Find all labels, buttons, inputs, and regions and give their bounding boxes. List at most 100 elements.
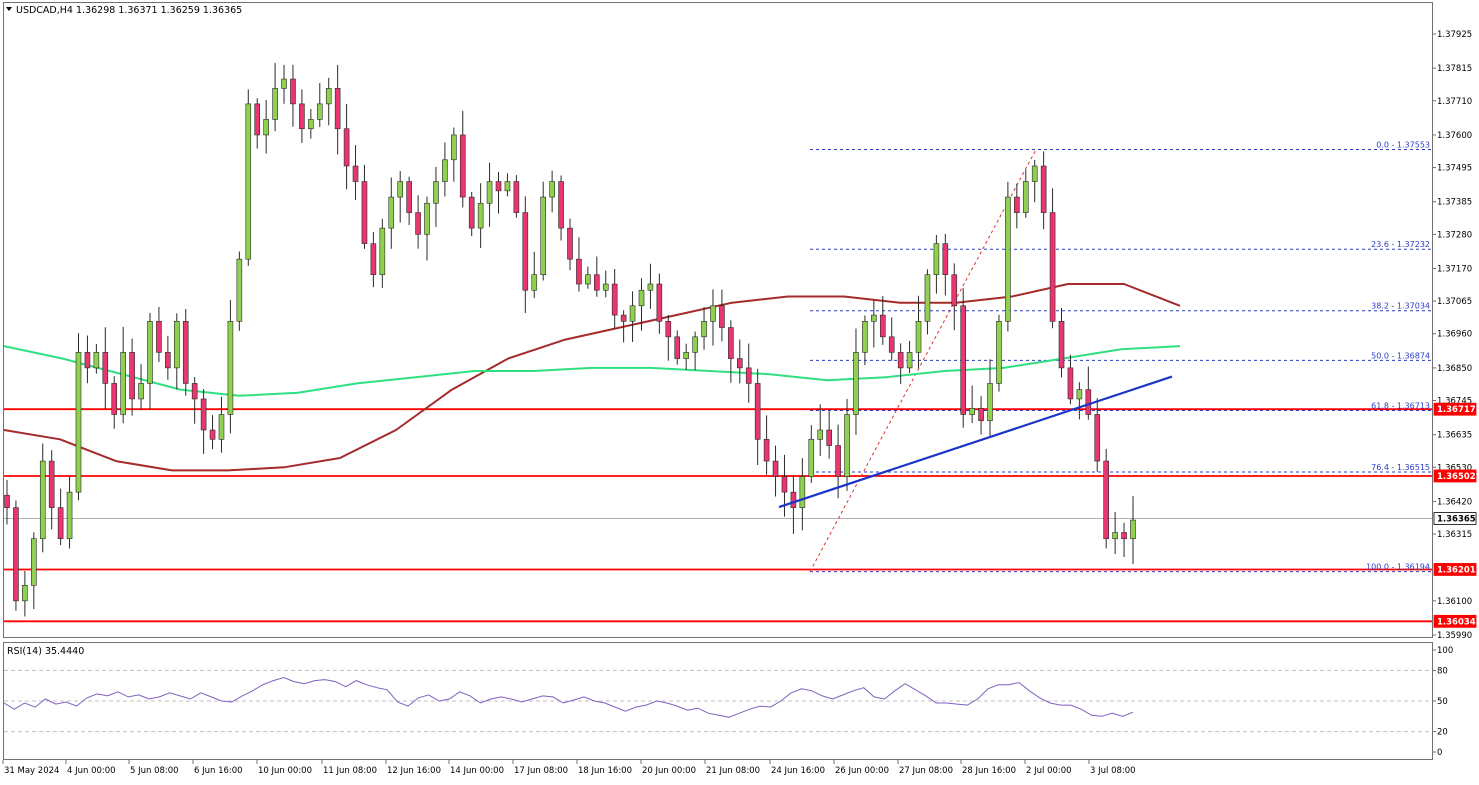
bearish-candle	[1085, 389, 1092, 415]
fib-level-label: 100.0 - 1.36194	[1366, 563, 1430, 572]
price-tick-label: 1.36635	[1437, 431, 1472, 441]
price-markers: 1.36717 1.36502 1.36365 1.36201 1.36034	[1433, 402, 1477, 628]
moving-averages	[3, 283, 1181, 472]
bullish-candle	[987, 383, 993, 421]
bearish-candle	[879, 314, 886, 338]
time-tick-label: 18 Jun 16:00	[578, 766, 632, 776]
bearish-candle	[415, 212, 421, 235]
bearish-candle	[290, 78, 296, 105]
time-tick-label: 3 Jul 08:00	[1090, 766, 1136, 776]
bullish-trendline[interactable]	[778, 375, 1173, 509]
bearish-candle	[1040, 165, 1047, 213]
level-price-marker	[1433, 402, 1477, 416]
price-tick-label: 1.37815	[1437, 64, 1472, 74]
rsi-tick-label: 100	[1437, 646, 1453, 656]
bullish-candle	[1005, 196, 1011, 322]
bullish-candle	[862, 320, 868, 353]
bullish-candle	[933, 243, 940, 276]
bullish-candle	[433, 181, 439, 204]
bearish-candle	[57, 507, 64, 540]
price-tick-label: 1.36530	[1437, 463, 1472, 473]
bearish-candle	[182, 320, 189, 384]
bullish-candle	[531, 274, 538, 291]
time-tick-label: 27 Jun 08:00	[899, 766, 953, 776]
time-tick-label: 31 May 2024	[4, 766, 59, 776]
trendline[interactable]	[778, 375, 1173, 509]
bearish-candle	[576, 258, 582, 285]
bullish-candle	[316, 103, 323, 120]
time-tick-label: 12 Jun 16:00	[387, 766, 441, 776]
bullish-candle	[325, 88, 332, 105]
price-tick-label: 1.36850	[1437, 364, 1472, 374]
bearish-candle	[352, 165, 359, 182]
price-tick-label: 1.36315	[1437, 530, 1472, 540]
bearish-candle	[459, 134, 466, 198]
time-tick-label: 11 Jun 08:00	[323, 766, 377, 776]
price-tick-label: 1.37280	[1437, 230, 1472, 240]
bullish-candle	[799, 476, 806, 508]
bullish-candle	[388, 196, 395, 229]
price-marker-label: 1.36365	[1437, 515, 1476, 525]
bullish-candle	[853, 352, 859, 415]
rsi-tick-label: 50	[1437, 697, 1448, 707]
rsi-label: RSI(14) 35.4440	[7, 646, 84, 657]
price-tick-label: 1.35990	[1437, 631, 1472, 641]
price-tick-label: 1.36100	[1437, 597, 1472, 607]
bearish-candle	[951, 274, 958, 307]
price-tick-label: 1.37600	[1437, 131, 1472, 141]
rsi-tick-label: 0	[1437, 748, 1442, 758]
price-tick-label: 1.36745	[1437, 397, 1472, 407]
time-tick-label: 17 Jun 08:00	[514, 766, 568, 776]
time-tick-label: 26 Jun 00:00	[835, 766, 889, 776]
bearish-candle	[1121, 532, 1127, 540]
symbol-dropdown-icon[interactable]	[6, 7, 12, 11]
bullish-candle	[817, 429, 824, 440]
bullish-candle	[263, 119, 269, 136]
bullish-candle	[245, 103, 252, 260]
bullish-candle	[683, 352, 689, 359]
bullish-candle	[808, 439, 815, 477]
fib-level-label: 50.0 - 1.36874	[1371, 351, 1430, 360]
bearish-candle	[719, 305, 725, 328]
bullish-candle	[871, 314, 877, 322]
bullish-candle	[147, 320, 153, 384]
bearish-candle	[1014, 196, 1020, 213]
bullish-candle	[1022, 181, 1029, 213]
fib-level-label: 38.2 - 1.37034	[1371, 302, 1430, 311]
fibonacci-retracement[interactable]: 0.0 - 1.37553 23.6 - 1.37232 38.2 - 1.3703…	[809, 141, 1432, 573]
bullish-candle	[915, 320, 922, 353]
bearish-candle	[1103, 460, 1109, 540]
bullish-candle	[272, 88, 278, 120]
level-price-marker	[1433, 563, 1477, 576]
bullish-candle	[647, 283, 654, 291]
bullish-candle	[1031, 165, 1038, 182]
rsi-tick-label: 80	[1437, 666, 1448, 676]
bearish-candle	[665, 320, 672, 338]
bearish-candle	[13, 507, 19, 602]
bearish-candle	[299, 103, 305, 130]
level-price-marker	[1433, 614, 1477, 628]
bearish-candle	[960, 305, 967, 415]
current-price-marker	[1433, 512, 1477, 525]
bullish-candle	[692, 336, 698, 353]
price-tick-label: 1.37065	[1437, 297, 1472, 307]
bullish-candle	[1130, 519, 1136, 540]
symbol-label[interactable]: USDCAD,H4	[16, 5, 73, 16]
bearish-candle	[209, 429, 216, 440]
bearish-candle	[343, 128, 350, 167]
slow-moving-average-line	[3, 283, 1181, 472]
bearish-candle	[736, 358, 743, 369]
bearish-candle	[611, 283, 618, 316]
bullish-candle	[173, 320, 180, 369]
bullish-candle	[138, 383, 144, 400]
bearish-candle	[102, 352, 109, 384]
bearish-candle	[835, 445, 841, 477]
bullish-candle	[236, 258, 243, 322]
bearish-candle	[1049, 212, 1056, 322]
bearish-candle	[495, 181, 502, 192]
time-tick-label: 6 Jun 16:00	[194, 766, 243, 776]
bearish-candle	[468, 196, 475, 229]
bearish-candle	[165, 352, 171, 369]
